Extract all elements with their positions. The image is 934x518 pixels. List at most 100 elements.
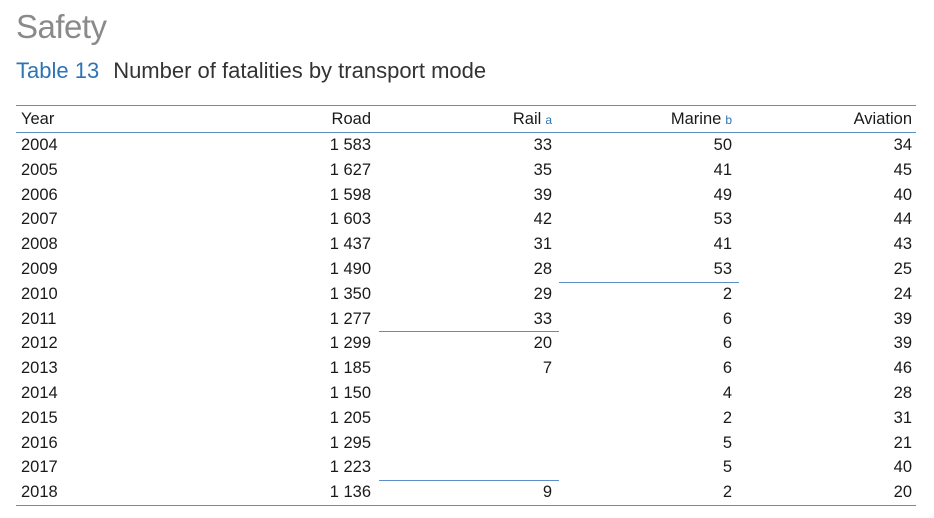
cell-road: 1 603	[329, 210, 371, 229]
cell-marine: 6	[722, 359, 732, 378]
header-marine-label: Marine	[670, 110, 722, 128]
table-row: 2005 1 627 35 41 45	[16, 158, 916, 183]
cell-year: 2012	[21, 334, 58, 353]
cell-aviation: 28	[893, 383, 912, 402]
cell-marine: 2	[722, 408, 732, 427]
cell-rail: 20	[533, 334, 552, 353]
cell-road: 1 490	[329, 259, 371, 278]
cell-road: 1 185	[329, 359, 371, 378]
table-row: 2011 1 277 33 6 39	[16, 307, 916, 332]
cell-year: 2005	[21, 160, 58, 179]
cell-aviation: 31	[893, 408, 912, 427]
table-row: 2016 1 295 5 21	[16, 431, 916, 456]
table-row: 2006 1 598 39 49 40	[16, 183, 916, 208]
header-road: Road	[331, 110, 371, 128]
cell-year: 2009	[21, 259, 58, 278]
cell-rail: 35	[533, 160, 552, 179]
cell-marine: 6	[722, 334, 732, 353]
cell-marine: 4	[722, 383, 732, 402]
table-caption: Table 13 Number of fatalities by transpor…	[16, 58, 486, 84]
cell-marine: 5	[722, 458, 732, 477]
cell-marine: 53	[713, 210, 732, 229]
cell-rail: 42	[533, 210, 552, 229]
cell-marine: 5	[722, 433, 732, 452]
table-row: 2007 1 603 42 53 44	[16, 207, 916, 232]
cell-marine: 41	[713, 235, 732, 254]
cell-marine: 50	[713, 136, 732, 154]
cell-year: 2013	[21, 359, 58, 378]
cell-aviation: 25	[893, 259, 912, 278]
table-title: Number of fatalities by transport mode	[113, 58, 487, 83]
cell-marine: 2	[722, 284, 732, 303]
header-year: Year	[21, 110, 55, 128]
marine-series-break	[559, 282, 739, 283]
table-row: 2004 1 583 33 50 34	[16, 133, 916, 158]
header-rail-footnote: a	[545, 113, 552, 127]
cell-year: 2018	[21, 483, 58, 502]
cell-year: 2011	[21, 309, 57, 328]
cell-marine: 2	[722, 483, 732, 502]
table-row: 2013 1 185 7 6 46	[16, 356, 916, 381]
table-row: 2015 1 205 2 31	[16, 406, 916, 431]
rail-series-break-2011	[379, 331, 559, 332]
cell-marine: 41	[713, 160, 732, 179]
cell-road: 1 299	[329, 334, 371, 353]
table-row: 2012 1 299 20 6 39	[16, 331, 916, 356]
table-row: 2017 1 223 5 40	[16, 455, 916, 480]
cell-aviation: 24	[893, 284, 912, 303]
cell-rail: 9	[542, 483, 552, 502]
cell-road: 1 598	[329, 185, 371, 204]
cell-road: 1 295	[329, 433, 371, 452]
fatalities-table: Year Road Rail a Marine b Aviation 2004 1 5…	[16, 105, 916, 506]
cell-road: 1 223	[329, 458, 371, 477]
header-rail: Rail a	[513, 106, 552, 133]
cell-aviation: 40	[893, 458, 912, 477]
cell-year: 2010	[21, 284, 58, 303]
cell-year: 2014	[21, 383, 58, 402]
header-marine-footnote: b	[725, 113, 732, 127]
cell-rail: 7	[542, 359, 552, 378]
cell-year: 2015	[21, 408, 58, 427]
cell-road: 1 350	[329, 284, 371, 303]
cell-road: 1 277	[329, 309, 371, 328]
table-row: 2014 1 150 4 28	[16, 381, 916, 406]
table-row: 2010 1 350 29 2 24	[16, 282, 916, 307]
cell-rail: 31	[533, 235, 552, 254]
header-aviation: Aviation	[853, 110, 912, 128]
cell-road: 1 150	[329, 383, 371, 402]
rail-series-break-2017	[379, 480, 559, 481]
cell-road: 1 627	[329, 160, 371, 179]
table-row: 2009 1 490 28 53 25	[16, 257, 916, 282]
cell-rail: 39	[533, 185, 552, 204]
cell-aviation: 43	[893, 235, 912, 254]
cell-year: 2016	[21, 433, 58, 452]
cell-year: 2017	[21, 458, 58, 477]
cell-road: 1 437	[329, 235, 371, 254]
cell-aviation: 45	[893, 160, 912, 179]
cell-rail: 28	[533, 259, 552, 278]
cell-year: 2004	[21, 136, 58, 154]
table-row: 2008 1 437 31 41 43	[16, 232, 916, 257]
cell-marine: 53	[713, 259, 732, 278]
section-title: Safety	[16, 8, 107, 45]
cell-rail: 29	[533, 284, 552, 303]
cell-aviation: 44	[893, 210, 912, 229]
cell-rail: 33	[533, 136, 552, 154]
cell-aviation: 39	[893, 334, 912, 353]
cell-rail: 33	[533, 309, 552, 328]
cell-aviation: 46	[893, 359, 912, 378]
header-rail-label: Rail	[512, 110, 542, 128]
cell-road: 1 205	[329, 408, 371, 427]
cell-marine: 6	[722, 309, 732, 328]
cell-year: 2006	[21, 185, 58, 204]
cell-year: 2007	[21, 210, 58, 229]
cell-aviation: 20	[893, 483, 912, 502]
cell-aviation: 40	[893, 185, 912, 204]
table-row: 2018 1 136 9 2 20	[16, 480, 916, 505]
table-header-row: Year Road Rail a Marine b Aviation	[16, 106, 916, 133]
cell-aviation: 34	[893, 136, 912, 154]
table-number: Table 13	[16, 58, 100, 83]
cell-aviation: 39	[893, 309, 912, 328]
cell-aviation: 21	[893, 433, 912, 452]
header-marine: Marine b	[671, 106, 732, 133]
